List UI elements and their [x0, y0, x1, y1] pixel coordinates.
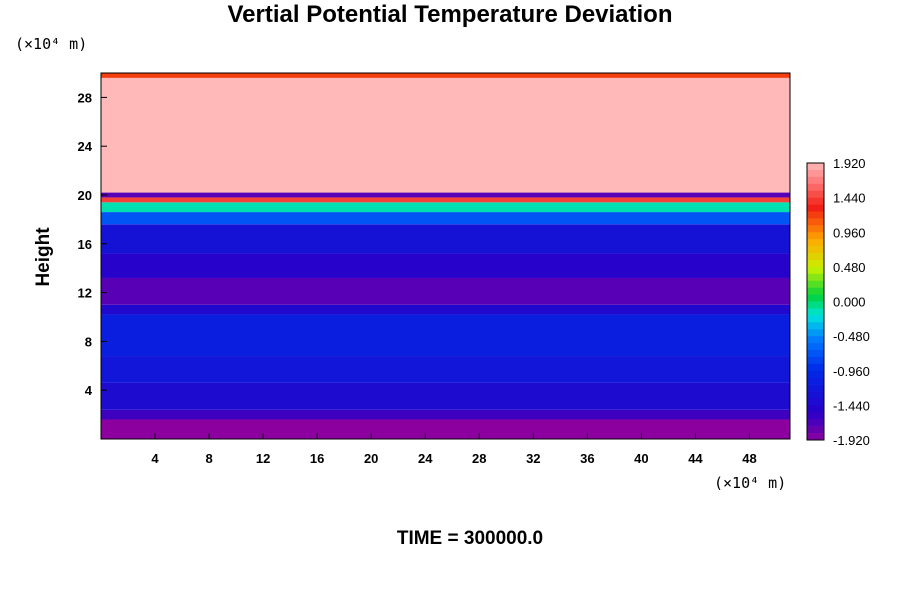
colorbar-band	[807, 426, 824, 434]
colorbar-band	[807, 370, 824, 378]
x-tick-label: 28	[472, 451, 486, 466]
colorbar-band	[807, 377, 824, 385]
plot-area-frame	[100, 72, 791, 440]
y-axis: 4 8 12 16 20 24 28	[78, 90, 107, 398]
y-axis-label: Height	[33, 227, 54, 287]
colorbar-band	[807, 308, 824, 316]
heatmap-layer	[101, 253, 790, 278]
heatmap-layer	[101, 224, 790, 254]
y-tick-label: 24	[78, 139, 93, 154]
x-tick-label: 12	[256, 451, 270, 466]
colorbar-tick-label: -1.440	[833, 398, 870, 413]
colorbar-band	[807, 301, 824, 309]
colorbar-band	[807, 336, 824, 344]
colorbar-band	[807, 322, 824, 330]
colorbar-band	[807, 266, 824, 275]
colorbar-tick-label: -0.960	[833, 364, 870, 379]
colorbar-ticks: 1.920 1.440 0.960 0.480 0.000 -0.480 -0.960 -1.…	[833, 156, 870, 448]
x-tick-label: 36	[580, 451, 594, 466]
colorbar-band	[807, 273, 824, 282]
heatmap-layer	[101, 73, 790, 78]
colorbar-tick-label: -1.920	[833, 433, 870, 448]
heatmap-field	[101, 73, 790, 439]
heatmap-layer	[101, 277, 790, 305]
colorbar-band	[807, 315, 824, 323]
colorbar-band	[807, 163, 824, 171]
colorbar-band	[807, 246, 824, 254]
x-tick-label: 32	[526, 451, 540, 466]
colorbar-tick-label: 1.440	[833, 191, 866, 206]
chart-title: Vertial Potential Temperature Deviation	[227, 1, 673, 28]
colorbar-band	[807, 391, 824, 399]
heatmap-layer	[101, 77, 790, 193]
colorbar-band	[807, 232, 824, 240]
colorbar-band	[807, 253, 824, 261]
colorbar-band	[807, 197, 824, 205]
y-tick-label: 16	[78, 237, 92, 252]
time-label: TIME = 300000.0	[396, 528, 544, 549]
colorbar-frame	[806, 162, 825, 441]
colorbar-band	[807, 384, 824, 392]
x-tick-label: 44	[688, 451, 703, 466]
colorbar-band	[807, 363, 824, 372]
colorbar-tick-label: -0.480	[833, 329, 870, 344]
x-axis: 4 8 12 16 20 24 28 32 36 40 44 48	[151, 433, 757, 466]
colorbar	[806, 162, 825, 441]
heatmap-layer	[101, 314, 790, 357]
x-tick-label: 16	[310, 451, 324, 466]
heatmap-layer	[101, 192, 790, 198]
y-tick-label: 20	[78, 188, 92, 203]
colorbar-band	[807, 287, 824, 295]
colorbar-band	[807, 239, 824, 247]
colorbar-band	[807, 204, 824, 212]
x-axis-unit: (×10⁴ m)	[714, 474, 786, 492]
x-tick-label: 20	[364, 451, 378, 466]
colorbar-band	[807, 433, 824, 441]
colorbar-band	[807, 176, 824, 185]
colorbar-band	[807, 405, 824, 413]
heatmap-layer	[101, 197, 790, 203]
colorbar-band	[807, 169, 824, 178]
colorbar-band	[807, 294, 824, 302]
colorbar-band	[807, 398, 824, 406]
colorbar-tick-label: 1.920	[833, 156, 866, 171]
x-tick-label: 8	[205, 451, 212, 466]
colorbar-band	[807, 329, 824, 337]
colorbar-band	[807, 356, 824, 365]
colorbar-band	[807, 280, 824, 288]
y-tick-label: 28	[78, 90, 92, 105]
colorbar-band	[807, 190, 824, 198]
colorbar-band	[807, 225, 824, 233]
colorbar-band	[807, 259, 824, 268]
heatmap-layer	[101, 419, 790, 439]
x-tick-label: 40	[634, 451, 648, 466]
y-axis-unit: (×10⁴ m)	[15, 35, 87, 53]
colorbar-band	[807, 218, 824, 226]
colorbar-band	[807, 211, 824, 219]
heatmap-layer	[101, 304, 790, 315]
heatmap-layer	[101, 382, 790, 410]
heatmap-layer	[101, 356, 790, 383]
y-tick-label: 4	[85, 383, 93, 398]
colorbar-tick-label: 0.000	[833, 295, 866, 310]
x-tick-label: 4	[151, 451, 159, 466]
heatmap-layer	[101, 212, 790, 225]
heatmap-layer	[101, 202, 790, 213]
colorbar-tick-label: 0.480	[833, 260, 866, 275]
colorbar-band	[807, 183, 824, 191]
colorbar-tick-label: 0.960	[833, 225, 866, 240]
colorbar-band	[807, 412, 824, 420]
colorbar-band	[807, 343, 824, 351]
x-tick-label: 24	[418, 451, 433, 466]
colorbar-band	[807, 419, 824, 427]
y-tick-label: 12	[78, 286, 92, 301]
y-tick-label: 8	[85, 334, 92, 349]
heatmap-layer	[101, 409, 790, 420]
colorbar-band	[807, 349, 824, 358]
x-tick-label: 48	[742, 451, 756, 466]
